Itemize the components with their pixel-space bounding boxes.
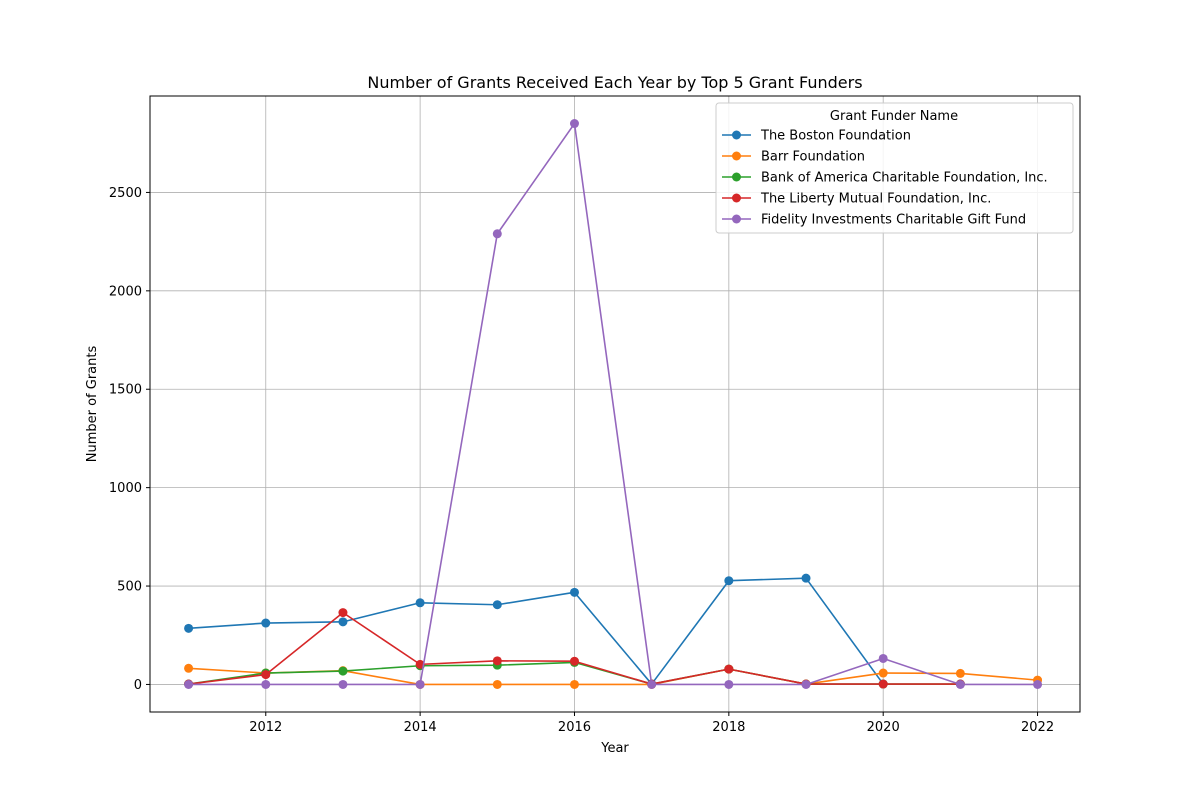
x-tick-label: 2022 [1021, 720, 1054, 735]
x-tick-label: 2014 [404, 720, 437, 735]
legend-entry: Fidelity Investments Charitable Gift Fun… [722, 213, 1026, 228]
legend-entry: Bank of America Charitable Foundation, I… [722, 171, 1048, 186]
data-point [338, 617, 348, 627]
legend-marker [732, 214, 741, 224]
data-point [492, 600, 502, 610]
grid [150, 96, 1080, 712]
legend-entry: The Boston Foundation [722, 129, 911, 144]
data-point [878, 653, 888, 663]
data-point [724, 679, 734, 689]
data-point [569, 656, 579, 666]
data-point [261, 618, 271, 628]
y-tick-label: 2000 [109, 284, 142, 299]
x-axis-ticks: 2012 2014 2016 2018 2020 2022 [249, 712, 1054, 735]
data-point [801, 573, 811, 583]
data-point [184, 663, 194, 673]
data-point [261, 679, 271, 689]
legend-label: The Liberty Mutual Foundation, Inc. [760, 192, 991, 207]
legend-marker [732, 172, 741, 182]
data-point [955, 668, 965, 678]
legend-title: Grant Funder Name [830, 109, 958, 124]
legend-label: Bank of America Charitable Foundation, I… [761, 171, 1048, 186]
legend-label: Fidelity Investments Charitable Gift Fun… [761, 213, 1026, 228]
data-point [569, 587, 579, 597]
data-point [338, 666, 348, 676]
data-point [878, 679, 888, 689]
data-point [492, 679, 502, 689]
y-tick-label: 1000 [109, 481, 142, 496]
data-point [569, 119, 579, 129]
data-point [569, 679, 579, 689]
data-point [724, 576, 734, 586]
data-point [338, 608, 348, 618]
data-point [492, 656, 502, 666]
data-point [338, 679, 348, 689]
y-tick-label: 0 [134, 678, 142, 693]
x-axis-label: Year [600, 741, 629, 756]
legend: Grant Funder Name The Boston Foundation B… [715, 102, 1074, 234]
data-point [184, 679, 194, 689]
data-point [415, 679, 425, 689]
series-lines [184, 119, 1043, 689]
data-point [1033, 679, 1043, 689]
chart-title: Number of Grants Received Each Year by T… [367, 73, 862, 92]
data-point [724, 664, 734, 674]
legend-entry: The Liberty Mutual Foundation, Inc. [722, 192, 991, 207]
legend-entry: Barr Foundation [722, 150, 865, 165]
series-5 [184, 119, 1043, 689]
data-point [261, 670, 271, 680]
y-axis-ticks: 0 500 1000 1500 2000 2500 [109, 186, 150, 693]
series-line [188, 122, 1038, 686]
legend-label: The Boston Foundation [760, 129, 911, 144]
plot-area-frame [149, 95, 1081, 713]
data-point [955, 679, 965, 689]
legend-marker [732, 151, 741, 161]
x-tick-label: 2018 [712, 720, 745, 735]
data-point [647, 679, 657, 689]
legend-label: Barr Foundation [761, 150, 865, 165]
y-tick-label: 2500 [109, 186, 142, 201]
data-point [492, 229, 502, 239]
legend-marker [732, 193, 741, 203]
x-tick-label: 2016 [558, 720, 591, 735]
legend-entries: The Boston Foundation Barr Foundation Bank… [722, 129, 1048, 228]
legend-box [715, 102, 1074, 234]
data-point [184, 623, 194, 633]
legend-marker [732, 130, 741, 140]
y-tick-label: 500 [117, 580, 142, 595]
data-point [415, 598, 425, 608]
y-axis-label: Number of Grants [85, 346, 100, 463]
series-line [188, 577, 884, 685]
x-tick-label: 2020 [867, 720, 900, 735]
data-point [878, 668, 888, 678]
series-1 [184, 573, 888, 689]
y-tick-label: 1500 [109, 383, 142, 398]
data-point [801, 679, 811, 689]
x-tick-label: 2012 [249, 720, 282, 735]
